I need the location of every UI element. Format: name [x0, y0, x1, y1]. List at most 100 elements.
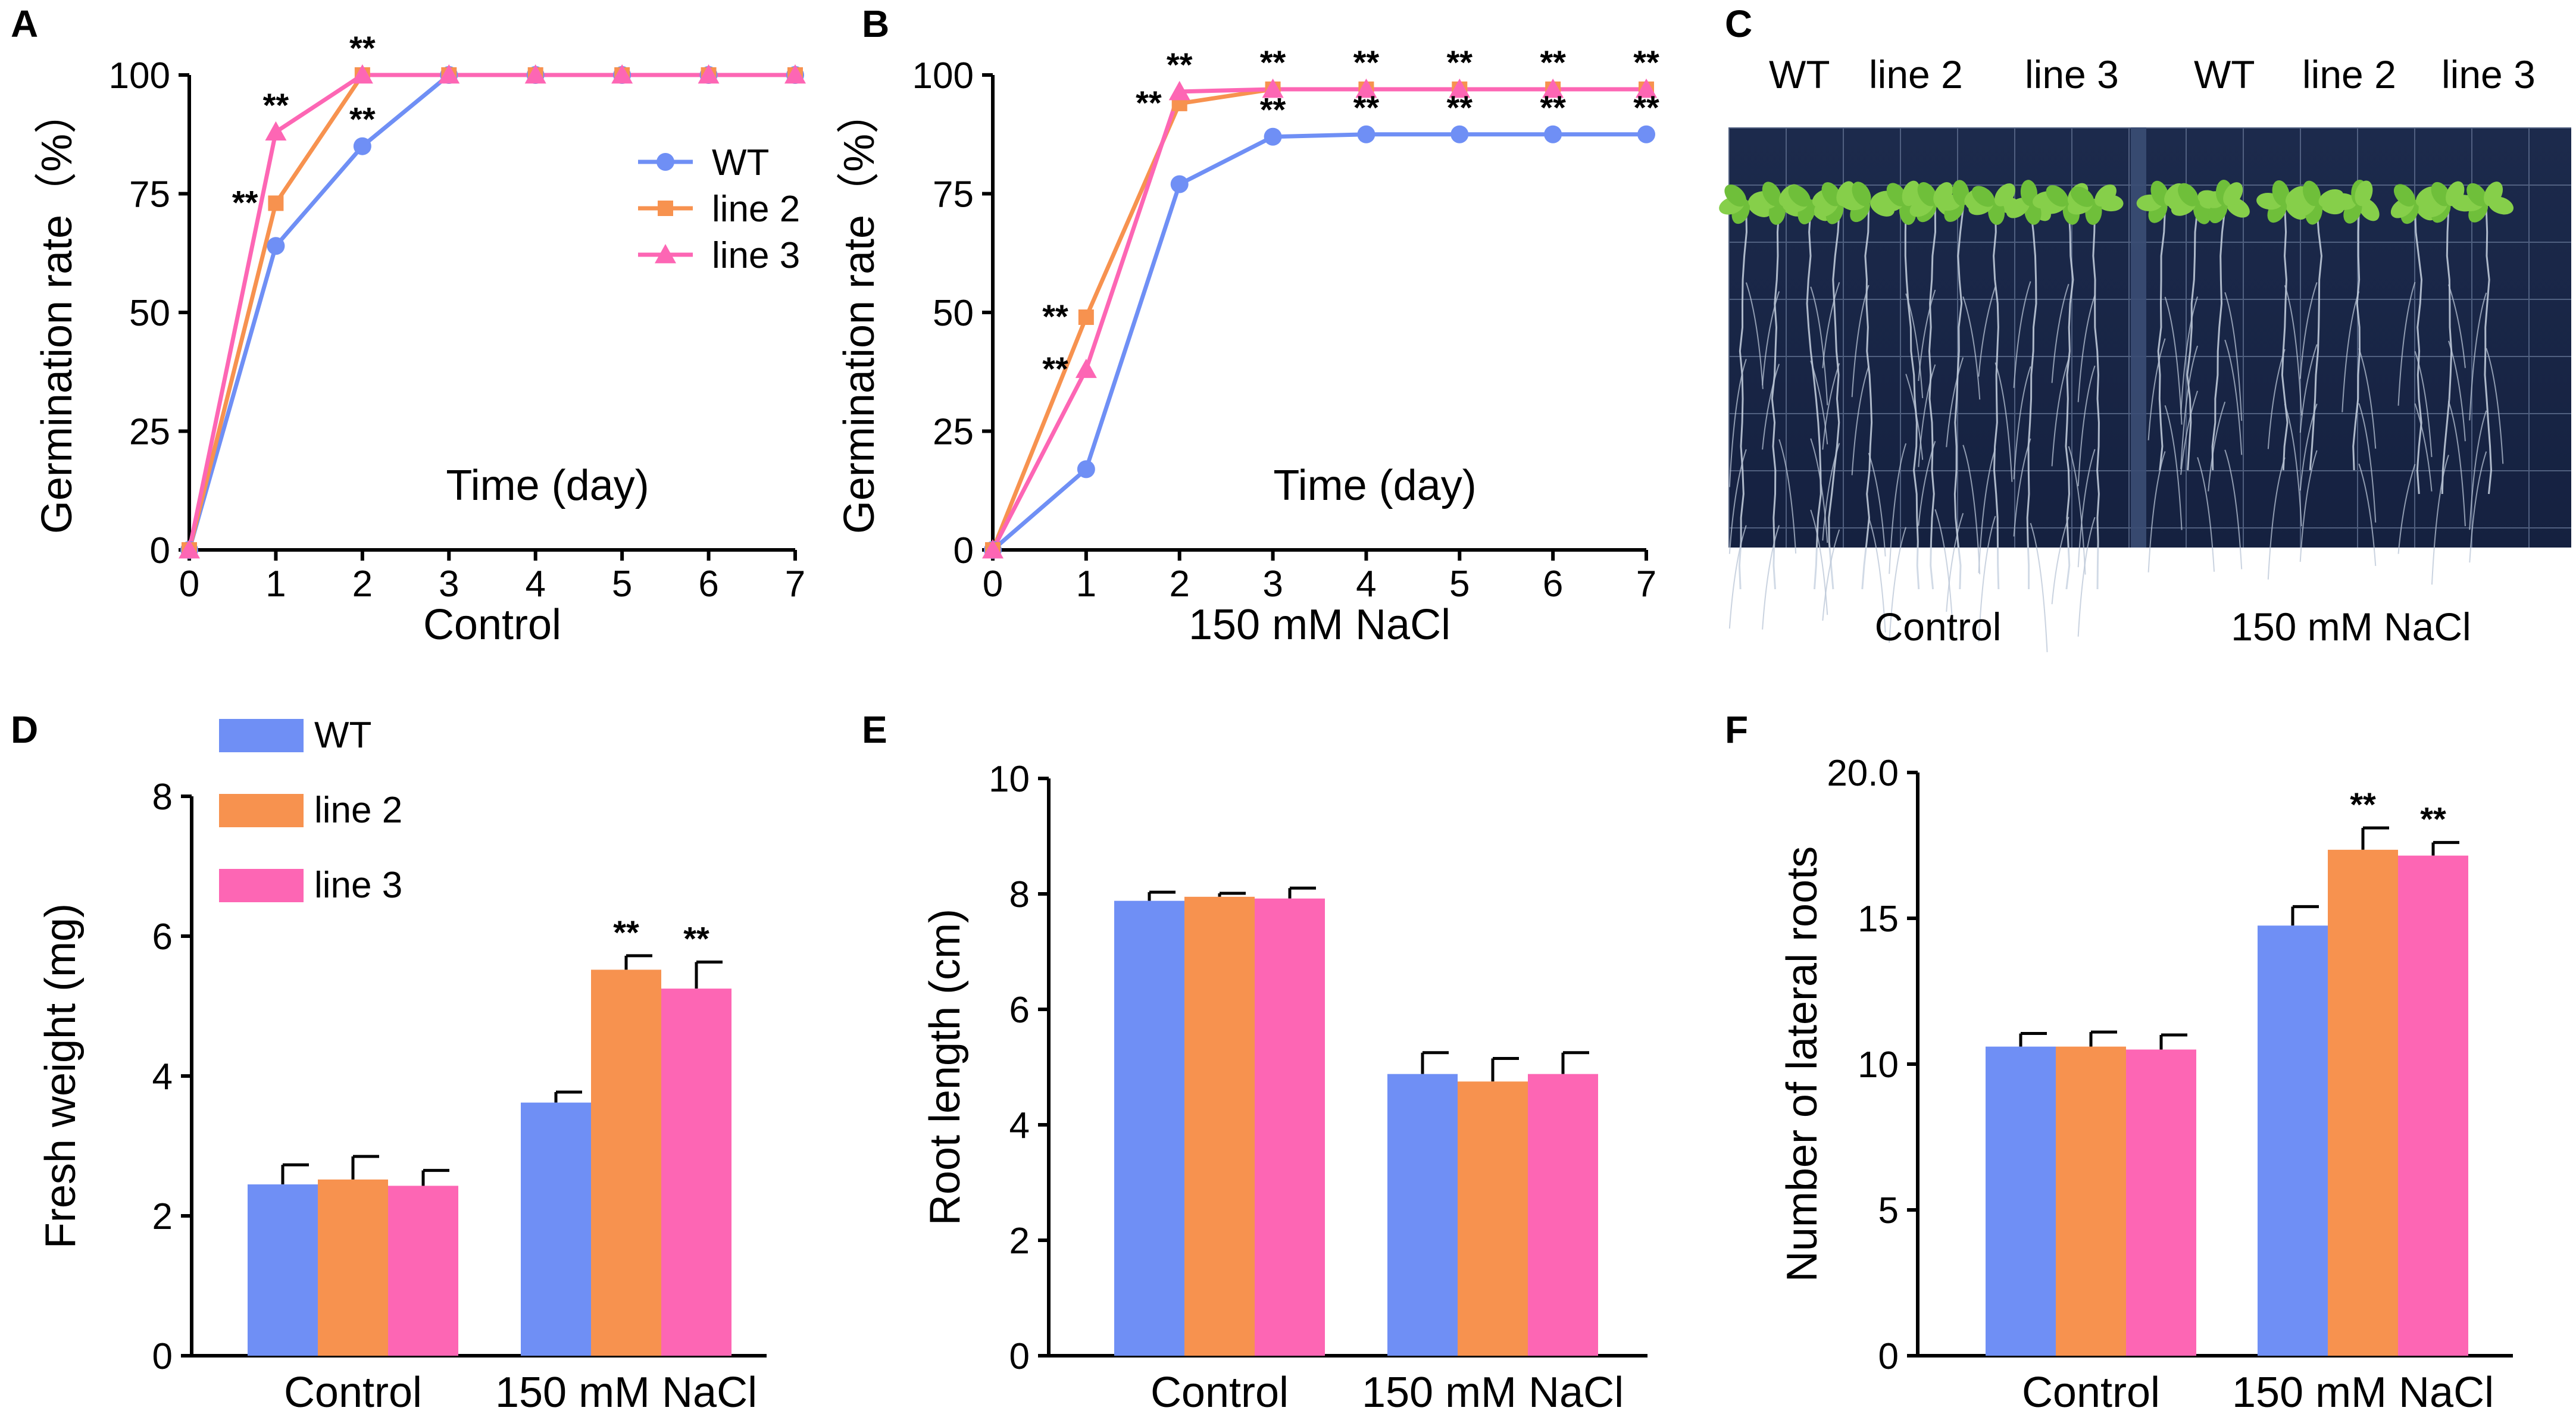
- bar-wt: [521, 1102, 591, 1356]
- lateral-root: [1962, 296, 1981, 400]
- seedling-leaf: [2466, 183, 2487, 207]
- photo-label-wt-nacl: WT: [2194, 52, 2255, 96]
- y-tick-label: 4: [152, 1056, 173, 1097]
- seedling-leaf: [2431, 182, 2451, 207]
- y-tick-label: 100: [109, 55, 170, 96]
- seedling-root: [1953, 208, 1964, 590]
- y-axis-title: Root length (cm): [921, 909, 969, 1225]
- x-tick-label: 1: [1076, 564, 1096, 605]
- y-tick-label: 5: [1878, 1190, 1899, 1231]
- seedling-root: [2309, 208, 2322, 471]
- seedling-root: [1828, 208, 1840, 590]
- lateral-root: [1918, 440, 1936, 526]
- y-axis-title: Fresh weight (mg): [37, 903, 85, 1249]
- bar-line-3: [2398, 855, 2468, 1356]
- panel-letter-e: E: [862, 708, 887, 751]
- legend-label-line-3: line 3: [314, 865, 402, 906]
- data-point-wt: [1077, 460, 1095, 478]
- lateral-root: [1978, 286, 1996, 377]
- lateral-root: [1918, 289, 1936, 381]
- data-point-wt: [1450, 125, 1469, 143]
- lateral-root: [2077, 295, 2096, 402]
- x-axis-title: Control: [423, 601, 561, 649]
- lateral-root: [1851, 284, 1870, 398]
- data-point-line-3: [438, 64, 460, 84]
- lateral-root: [2299, 404, 2318, 491]
- legend-marker-line-3: [655, 244, 676, 264]
- significance-mark: **: [683, 919, 709, 957]
- lateral-root: [1728, 449, 1747, 554]
- seedling-leaf: [2272, 180, 2290, 207]
- photo-label-line2-control: line 2: [1869, 52, 1963, 96]
- data-point-wt: [1264, 127, 1282, 146]
- x-tick-label: 6: [1543, 564, 1563, 605]
- lateral-root: [1822, 282, 1840, 368]
- lateral-root: [1728, 358, 1747, 487]
- time-annotation: Time (day): [446, 462, 649, 509]
- data-point-wt: [353, 137, 371, 155]
- lateral-root: [2147, 338, 2166, 440]
- data-point-line-2: [268, 195, 284, 211]
- x-tick-label: 5: [612, 564, 632, 605]
- y-tick-label: 2: [1009, 1221, 1030, 1262]
- lateral-root: [2358, 463, 2377, 566]
- lateral-root: [2299, 344, 2318, 433]
- significance-mark: **: [1042, 350, 1068, 387]
- lateral-root: [2224, 292, 2243, 421]
- photo-condition-control: Control: [1875, 605, 2002, 649]
- lateral-root: [2358, 348, 2377, 449]
- x-tick-label: 5: [1449, 564, 1470, 605]
- x-tick-label: 0: [179, 564, 199, 605]
- fresh-weight-chart: 0 2 4 6 8 Fresh weight (mg) Control 150 mM NaCl…: [37, 715, 767, 1416]
- lateral-root: [1889, 443, 1907, 574]
- time-annotation: Time (day): [1273, 462, 1476, 509]
- x-category-label: Control: [284, 1369, 422, 1416]
- lateral-root: [2164, 296, 2183, 425]
- seedling-leaf: [2393, 184, 2416, 207]
- x-category-label: 150 mM NaCl: [1362, 1369, 1624, 1416]
- lateral-root: [1762, 525, 1780, 630]
- y-tick-label: 75: [129, 174, 170, 215]
- significance-mark: **: [1633, 43, 1659, 81]
- bar-line-2: [591, 969, 661, 1356]
- lateral-root: [2486, 348, 2504, 464]
- data-point-wt: [1357, 125, 1375, 143]
- lateral-root: [2284, 404, 2302, 527]
- lateral-root: [2469, 292, 2487, 421]
- x-category-label: Control: [1151, 1369, 1289, 1416]
- panel-letter-d: D: [11, 708, 38, 751]
- x-tick-label: 3: [439, 564, 459, 605]
- significance-mark: **: [1260, 43, 1286, 81]
- seedling-root: [1771, 208, 1780, 590]
- root-length-chart: 0 2 4 6 8 10 Root length (cm) Control 150 mM NaC…: [921, 759, 1647, 1416]
- data-point-line-3: [1262, 78, 1284, 98]
- lateral-root: [2447, 284, 2466, 368]
- y-tick-label: 0: [1009, 1336, 1030, 1377]
- seedling-leaf: [1994, 183, 2015, 207]
- lateral-root: [1962, 445, 1981, 574]
- data-point-line-3: [611, 64, 633, 84]
- bar-line-3: [1255, 898, 1325, 1356]
- legend-label-wt: WT: [314, 715, 371, 756]
- lateral-root: [2068, 446, 2086, 575]
- germination-nacl-chart: 0 25 50 75 100 0 1 2 3 4 5 6 7 Germination rate（%） 150…: [836, 43, 1659, 649]
- seedling-root: [1904, 208, 1920, 590]
- photo-label-wt-control: WT: [1769, 52, 1830, 96]
- data-point-line-3: [1636, 78, 1657, 98]
- bar-wt: [1986, 1046, 2056, 1356]
- data-point-line-2: [1078, 309, 1094, 325]
- lateral-root: [1868, 517, 1886, 633]
- x-category-label: 150 mM NaCl: [495, 1369, 757, 1416]
- significance-mark: **: [2420, 800, 2446, 838]
- significance-mark: **: [613, 914, 639, 951]
- lateral-root: [2013, 438, 2031, 537]
- lateral-root: [2267, 457, 2286, 580]
- lateral-root: [2341, 291, 2360, 412]
- x-category-label: 150 mM NaCl: [2232, 1369, 2494, 1416]
- bar-line-2: [1458, 1081, 1528, 1356]
- lateral-root: [1762, 291, 1780, 386]
- y-tick-label: 50: [129, 293, 170, 334]
- x-tick-label: 6: [698, 564, 718, 605]
- y-tick-label: 6: [1009, 990, 1030, 1031]
